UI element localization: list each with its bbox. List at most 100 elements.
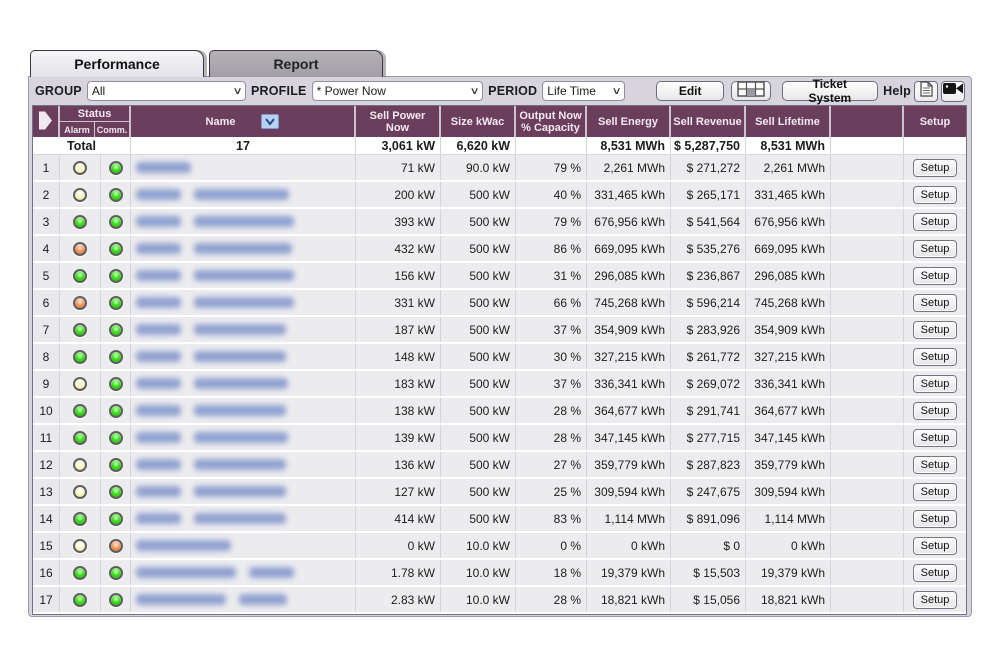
setup-button[interactable]: Setup [912, 185, 958, 204]
sell-revenue-header[interactable]: Sell Revenue [671, 106, 746, 137]
site-name-cell[interactable] [131, 452, 356, 477]
row-number: 1 [33, 155, 60, 180]
redacted-name-blur [136, 351, 181, 362]
name-header-label: Name [205, 115, 236, 128]
output-cell: 27 % [516, 452, 587, 477]
period-select[interactable]: Life Time ∨ [542, 81, 626, 101]
size-cell: 500 kW [441, 290, 516, 315]
redacted-name-blur [136, 216, 181, 227]
site-name-cell[interactable] [131, 182, 356, 207]
setup-button[interactable]: Setup [912, 482, 958, 501]
group-select[interactable]: All ∨ [86, 81, 246, 101]
total-count: 17 [131, 137, 356, 154]
setup-button[interactable]: Setup [912, 212, 958, 231]
size-cell: 500 kW [441, 398, 516, 423]
alarm-led-icon [73, 430, 87, 445]
comm-status-cell [101, 506, 131, 531]
size-cell: 10.0 kW [441, 587, 516, 612]
setup-button[interactable]: Setup [912, 455, 958, 474]
site-name-cell[interactable] [131, 317, 356, 342]
size-cell: 500 kW [441, 506, 516, 531]
profile-select[interactable]: * Power Now ∨ [311, 81, 484, 101]
site-name-cell[interactable] [131, 344, 356, 369]
name-header[interactable]: Name [131, 106, 356, 137]
alarm-status-cell [60, 371, 101, 396]
sell-power-cell: 0 kW [356, 533, 441, 558]
row-number: 3 [33, 209, 60, 234]
size-header[interactable]: Size kWac [441, 106, 516, 137]
comm-led-icon [108, 592, 123, 607]
alarm-status-cell [60, 533, 101, 558]
comm-status-cell [101, 533, 131, 558]
setup-button[interactable]: Setup [912, 401, 958, 420]
help-document-button[interactable] [914, 80, 938, 102]
sell-power-cell: 331 kW [356, 290, 441, 315]
sort-dropdown-icon[interactable] [261, 114, 280, 129]
setup-button[interactable]: Setup [912, 509, 958, 528]
redacted-name-blur [136, 378, 181, 389]
alarm-led-icon [73, 160, 87, 175]
site-name-cell[interactable] [131, 155, 356, 180]
ticket-system-button[interactable]: Ticket System [781, 77, 879, 105]
sell-lifetime-cell: 0 kWh [746, 533, 831, 558]
sell-power-header[interactable]: Sell Power Now [356, 106, 441, 137]
site-name-cell[interactable] [131, 263, 356, 288]
redacted-name-blur [136, 432, 181, 443]
sell-power-cell: 2.83 kW [356, 587, 441, 612]
site-name-cell[interactable] [131, 371, 356, 396]
spare-cell [831, 209, 904, 234]
row-number: 4 [33, 236, 60, 261]
setup-button[interactable]: Setup [912, 320, 958, 339]
site-name-cell[interactable] [131, 560, 356, 585]
sell-energy-cell: 2,261 MWh [587, 155, 671, 180]
spare-cell [831, 236, 904, 261]
row-number: 12 [33, 452, 60, 477]
help-area: Help [883, 80, 965, 102]
table-body: 1 71 kW 90.0 kW 79 % 2,261 MWh $ 271,272… [33, 155, 966, 614]
size-cell: 500 kW [441, 371, 516, 396]
sell-power-cell: 71 kW [356, 155, 441, 180]
sell-power-cell: 200 kW [356, 182, 441, 207]
output-cell: 66 % [516, 290, 587, 315]
setup-button[interactable]: Setup [912, 536, 958, 555]
table-row: 10 138 kW 500 kW 28 % 364,677 kWh $ 291,… [33, 398, 966, 425]
sell-lifetime-header[interactable]: Sell Lifetime [746, 106, 831, 137]
size-cell: 500 kW [441, 263, 516, 288]
sell-lifetime-cell: 354,909 kWh [746, 317, 831, 342]
alarm-status-cell [60, 209, 101, 234]
setup-button[interactable]: Setup [912, 590, 958, 609]
site-name-cell[interactable] [131, 506, 356, 531]
setup-button[interactable]: Setup [912, 266, 958, 285]
site-name-cell[interactable] [131, 398, 356, 423]
sell-energy-cell: 336,341 kWh [587, 371, 671, 396]
total-size: 6,620 kW [441, 137, 516, 154]
output-cell: 0 % [516, 533, 587, 558]
setup-button[interactable]: Setup [912, 239, 958, 258]
site-name-cell[interactable] [131, 425, 356, 450]
table-layout-button[interactable] [731, 81, 771, 101]
setup-button[interactable]: Setup [912, 428, 958, 447]
setup-button[interactable]: Setup [912, 374, 958, 393]
edit-button[interactable]: Edit [656, 81, 725, 101]
site-name-cell[interactable] [131, 236, 356, 261]
site-name-cell[interactable] [131, 479, 356, 504]
sell-revenue-cell: $ 0 [671, 533, 746, 558]
table-row: 4 432 kW 500 kW 86 % 669,095 kWh $ 535,2… [33, 236, 966, 263]
output-cell: 18 % [516, 560, 587, 585]
site-name-cell[interactable] [131, 533, 356, 558]
row-number: 9 [33, 371, 60, 396]
setup-button[interactable]: Setup [912, 347, 958, 366]
setup-button[interactable]: Setup [912, 158, 958, 177]
alarm-subheader: Alarm [60, 122, 95, 137]
redacted-name-blur [194, 189, 289, 200]
setup-button[interactable]: Setup [912, 563, 958, 582]
sell-energy-header[interactable]: Sell Energy [587, 106, 671, 137]
tab-report[interactable]: Report [209, 50, 383, 77]
site-name-cell[interactable] [131, 209, 356, 234]
help-video-button[interactable] [941, 80, 965, 102]
setup-button[interactable]: Setup [912, 293, 958, 312]
site-name-cell[interactable] [131, 587, 356, 612]
tab-performance[interactable]: Performance [30, 50, 204, 77]
output-header[interactable]: Output Now % Capacity [516, 106, 587, 137]
site-name-cell[interactable] [131, 290, 356, 315]
